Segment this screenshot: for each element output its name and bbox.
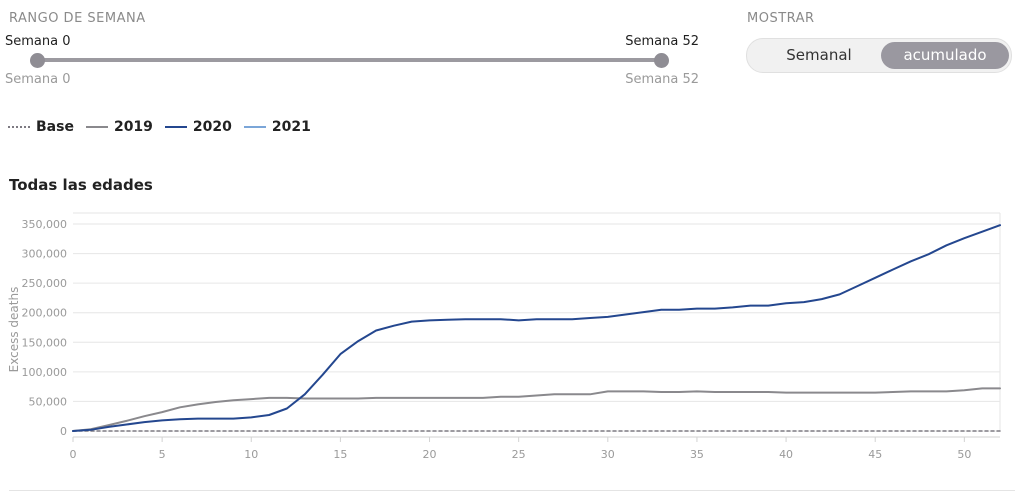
y-axis-label: Excess deaths <box>7 287 21 373</box>
week-range-track[interactable] <box>37 58 661 62</box>
legend-item-2019[interactable]: 2019 <box>85 119 153 135</box>
cumulative-option[interactable]: acumulado <box>881 42 1009 69</box>
bottom-divider <box>9 490 1015 491</box>
legend-label-2020: 2020 <box>192 119 232 135</box>
x-tick-label: 5 <box>159 448 166 461</box>
y-tick-label: 250,000 <box>22 277 68 290</box>
x-tick-label: 10 <box>244 448 258 461</box>
range-start-handle[interactable] <box>30 53 45 68</box>
y-tick-label: 100,000 <box>22 366 68 379</box>
legend-swatch-2019 <box>85 126 108 128</box>
chart-title: Todas las edades <box>9 176 153 194</box>
range-max-label: Semana 52 <box>625 72 699 87</box>
x-tick-label: 15 <box>333 448 347 461</box>
y-tick-label: 200,000 <box>22 307 68 320</box>
x-tick-label: 35 <box>690 448 704 461</box>
legend-item-base[interactable]: Base <box>8 119 74 135</box>
x-tick-label: 40 <box>779 448 793 461</box>
range-end-handle[interactable] <box>654 53 669 68</box>
legend-swatch-base <box>8 126 30 128</box>
legend-label-2021: 2021 <box>271 119 311 135</box>
chart-legend: Base 2019 2020 2021 <box>8 119 323 135</box>
chart-series <box>72 224 1001 432</box>
y-axis-ticks: 0 50,000 100,000 150,000 200,000 250,000 300,0… <box>22 218 68 438</box>
range-start-value: Semana 0 <box>5 34 71 49</box>
week-range-label: RANGO DE SEMANA <box>9 11 146 26</box>
legend-label-base: Base <box>36 119 74 135</box>
view-mode-toggle: Semanal acumulado <box>746 38 1012 73</box>
x-tick-label: 45 <box>868 448 882 461</box>
legend-item-2021[interactable]: 2021 <box>243 119 311 135</box>
legend-label-2019: 2019 <box>113 119 153 135</box>
series-line-2019 <box>72 387 1001 432</box>
y-tick-label: 350,000 <box>22 218 68 231</box>
y-tick-label: 150,000 <box>22 336 68 349</box>
legend-swatch-2020 <box>164 126 187 128</box>
y-tick-label: 300,000 <box>22 248 68 261</box>
show-label: MOSTRAR <box>747 11 815 26</box>
x-tick-label: 30 <box>601 448 615 461</box>
x-axis-ticks: 0 5 10 15 20 25 30 35 40 45 50 <box>70 437 971 461</box>
legend-item-2020[interactable]: 2020 <box>164 119 232 135</box>
x-tick-label: 50 <box>957 448 971 461</box>
range-end-value: Semana 52 <box>625 34 699 49</box>
x-tick-label: 20 <box>423 448 437 461</box>
y-tick-label: 0 <box>60 425 67 438</box>
x-tick-label: 25 <box>512 448 526 461</box>
weekly-option[interactable]: Semanal <box>786 46 852 64</box>
legend-swatch-2021 <box>243 126 266 128</box>
series-line-2020 <box>72 224 1001 432</box>
y-tick-label: 50,000 <box>29 395 68 408</box>
range-min-label: Semana 0 <box>5 72 71 87</box>
x-tick-label: 0 <box>70 448 77 461</box>
